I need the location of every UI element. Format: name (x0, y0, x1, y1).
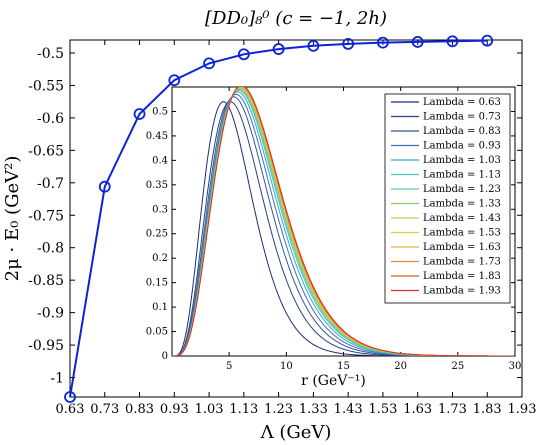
data-point (272, 43, 285, 55)
chart-title: [DD₀]₈⁰ (c = −1, 2h) (205, 8, 387, 29)
inset-series-line (172, 96, 514, 356)
legend-label: Lambda = 1.43 (423, 213, 501, 224)
data-point (98, 180, 111, 193)
x-tick-label: 0.73 (90, 402, 119, 417)
x-axis-label: Λ (GeV) (260, 422, 332, 443)
series-line (69, 39, 488, 398)
legend-label: Lambda = 0.73 (423, 112, 501, 123)
x-tick-label: 1.63 (403, 402, 432, 417)
y-tick-label: -0.95 (28, 338, 64, 354)
legend-label: Lambda = 0.93 (423, 141, 501, 152)
inset-y-tick-label: 0.1 (152, 302, 168, 313)
y-tick-label: -0.65 (28, 143, 64, 159)
legend-label: Lambda = 1.63 (423, 242, 501, 253)
data-point (377, 36, 389, 49)
legend-label: Lambda = 0.83 (423, 126, 501, 137)
main-chart: 0.63 0.73 0.83 0.93 1.03 1.13 1.23 1.33 1.43 1.53… (2, 8, 536, 443)
data-point (481, 34, 494, 47)
inset-x-tick-label: 30 (509, 361, 522, 372)
y-tick-label: -0.8 (37, 241, 64, 257)
x-tick-label: 1.73 (438, 402, 467, 417)
x-tick-label: 0.93 (160, 402, 189, 417)
x-tick-label: 0.63 (56, 402, 85, 417)
data-point (133, 108, 146, 120)
data-point (64, 391, 76, 403)
legend-label: Lambda = 1.13 (423, 170, 501, 181)
plot-frame (69, 39, 523, 398)
x-tick-label: 1.23 (264, 402, 293, 417)
legend-label: Lambda = 1.33 (423, 199, 501, 210)
inset-y-tick-label: 0.25 (146, 229, 168, 240)
inset-y-tick-label: 0.2 (152, 253, 168, 264)
y-tick-label: -1 (50, 371, 64, 387)
x-tick-label: 1.03 (195, 402, 224, 417)
inset-curves (172, 87, 514, 356)
data-point (237, 48, 250, 61)
inset-x-tick-label: 20 (394, 361, 407, 372)
x-tick-label: 1.83 (473, 402, 502, 417)
data-point (307, 39, 320, 52)
legend-label: Lambda = 1.93 (423, 286, 501, 297)
data-point (446, 35, 459, 48)
x-tick-label: 1.33 (299, 402, 328, 417)
inset-series-line (172, 87, 514, 356)
x-tick-label: 1.93 (508, 402, 536, 417)
inset-x-tick-label: 15 (337, 361, 350, 372)
inset-y-tick-label: 0.05 (146, 327, 168, 338)
inset-legend (384, 93, 511, 304)
legend-label: Lambda = 1.53 (423, 228, 501, 239)
inset-x-tick-label: 10 (280, 361, 293, 372)
y-tick-label: -0.9 (37, 306, 64, 322)
inset-x-tick-label: 25 (451, 361, 464, 372)
inset-y-tick-label: 0.15 (146, 278, 168, 289)
y-tick-label: -0.55 (28, 78, 64, 94)
x-tick-label: 1.13 (229, 402, 258, 417)
inset-y-tick-label: 0.3 (152, 204, 168, 215)
y-axis-label: 2μ · E₀ (GeV²) (2, 156, 23, 282)
x-tick-label: 0.83 (125, 402, 154, 417)
y-tick-label: -0.85 (28, 273, 64, 289)
inset-y-tick-label: 0.5 (152, 106, 168, 117)
x-tick-label: 1.43 (334, 402, 363, 417)
y-tick-label: -0.5 (37, 46, 64, 62)
x-tick-label: 1.53 (368, 402, 397, 417)
inset-x-axis-label: r (GeV⁻¹) (301, 373, 366, 389)
y-tick-label: -0.6 (37, 111, 64, 127)
data-point (203, 57, 215, 70)
data-point (411, 36, 424, 48)
legend-label: Lambda = 1.23 (423, 184, 501, 195)
y-tick-label: -0.75 (28, 208, 64, 224)
data-point (168, 74, 181, 87)
inset-y-tick-label: 0.45 (146, 131, 168, 142)
y-tick-label: -0.7 (37, 176, 64, 192)
legend-label: Lambda = 1.73 (423, 257, 501, 268)
legend-label: Lambda = 1.83 (423, 271, 501, 282)
inset-x-tick-label: 5 (226, 361, 232, 372)
legend-label: Lambda = 1.03 (423, 155, 501, 166)
inset-y-tick-label: 0.4 (152, 155, 168, 166)
legend-label: Lambda = 0.63 (423, 97, 501, 108)
inset-y-tick-label: 0 (162, 351, 168, 362)
inset-chart: 5 10 15 20 25 30 0 0.05 0.1 0.15 0.2 0.25 0.3 0.35 0.4… (146, 86, 522, 389)
inset-y-tick-label: 0.35 (146, 180, 168, 191)
data-point (342, 37, 355, 50)
